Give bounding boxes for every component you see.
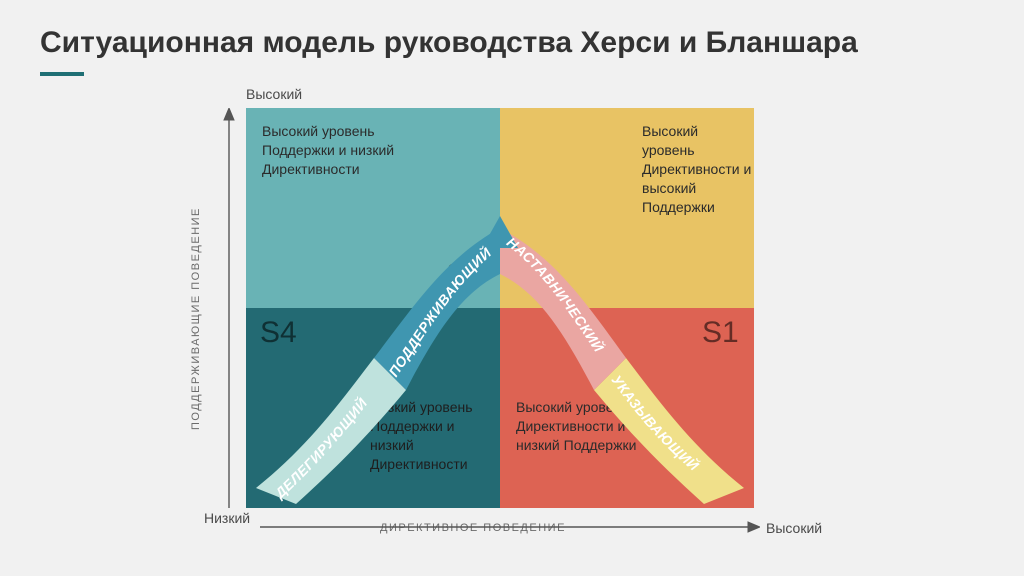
x-axis-high: Высокий (766, 520, 822, 536)
x-axis-arrow-icon (260, 520, 760, 534)
label-coaching: НАСТАВНИЧЕСКИЙ (504, 234, 608, 355)
y-axis-arrow-icon (222, 108, 236, 508)
y-axis-low: Низкий (204, 510, 250, 526)
bell-curve: ДЕЛЕГИРУЮЩИЙ ПОДДЕРЖИВАЮЩИЙ НАСТАВНИЧЕСК… (246, 108, 754, 508)
y-axis-label: ПОДДЕРЖИВАЮЩИЕ ПОВЕДЕНИЕ (190, 207, 202, 430)
label-supporting: ПОДДЕРЖИВАЮЩИЙ (385, 243, 494, 379)
title-accent-rule (40, 72, 84, 76)
label-delegating: ДЕЛЕГИРУЮЩИЙ (271, 394, 371, 502)
y-axis-high: Высокий (246, 86, 302, 102)
page-title: Ситуационная модель руководства Херси и … (40, 26, 858, 60)
